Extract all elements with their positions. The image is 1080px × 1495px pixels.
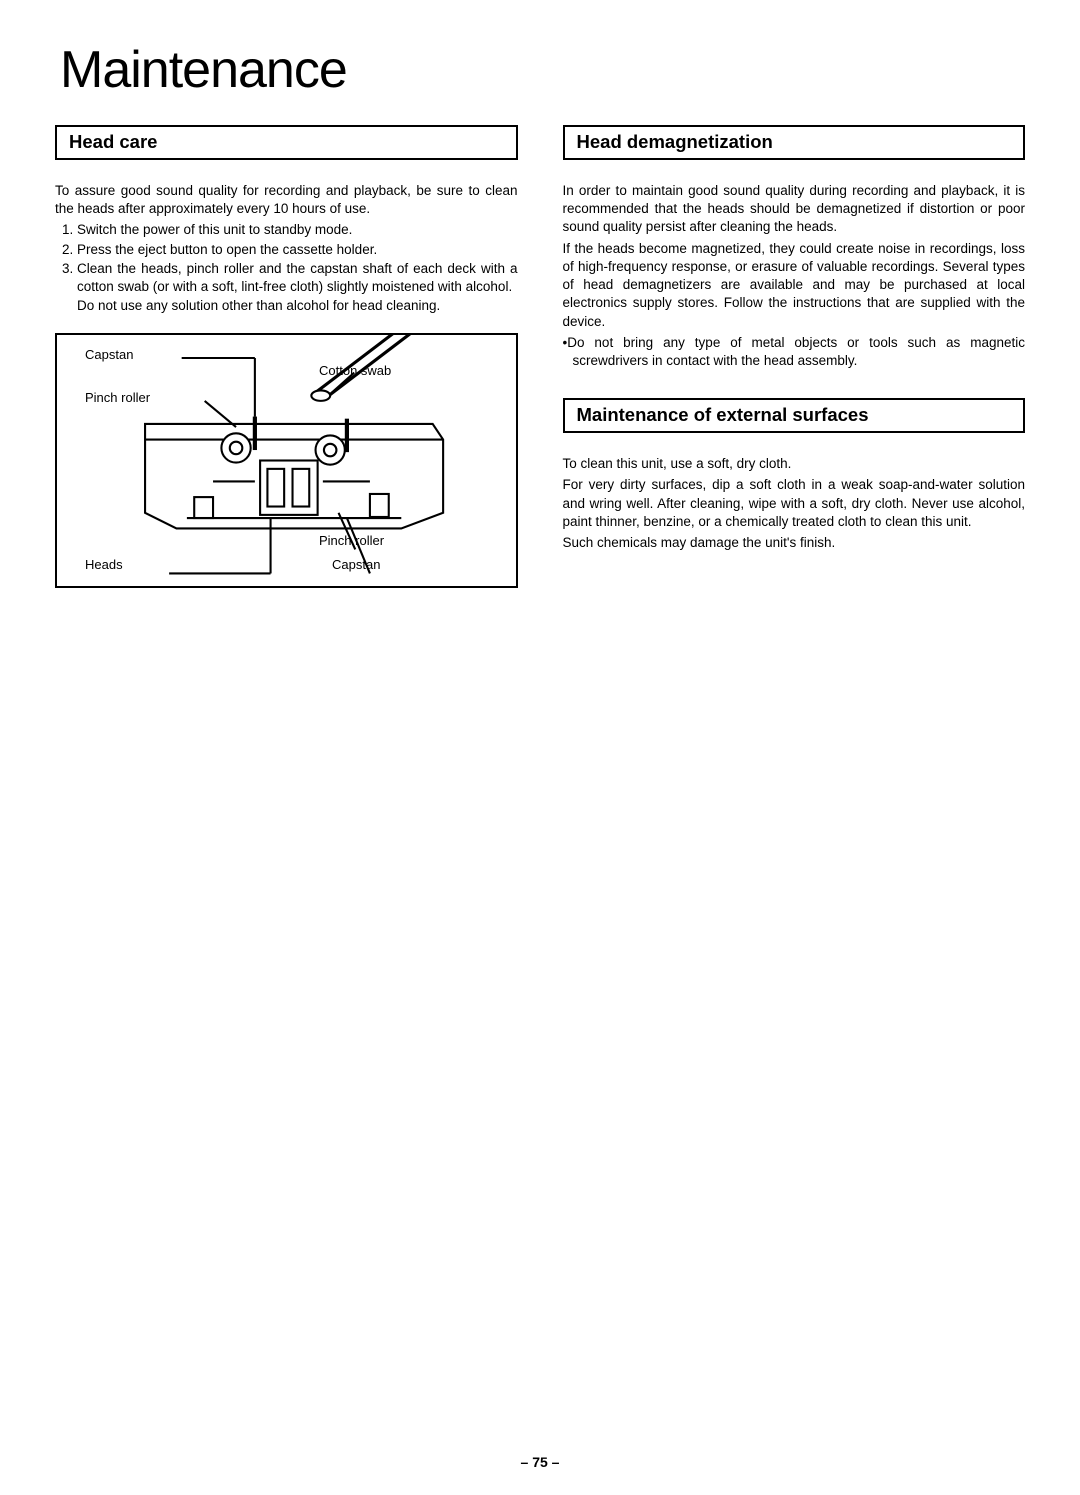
head-care-body: To assure good sound quality for recordi… <box>55 182 518 218</box>
head-care-heading-box: Head care <box>55 125 518 160</box>
surfaces-heading: Maintenance of external surfaces <box>577 404 1012 426</box>
head-care-heading: Head care <box>69 131 504 153</box>
step-3: Clean the heads, pinch roller and the ca… <box>77 260 518 296</box>
demag-heading-box: Head demagnetization <box>563 125 1026 160</box>
demag-heading: Head demagnetization <box>577 131 1012 153</box>
demag-bullet: •Do not bring any type of metal objects … <box>563 334 1026 370</box>
page-title: Maintenance <box>60 40 1025 100</box>
right-column: Head demagnetization In order to maintai… <box>563 125 1026 588</box>
surfaces-p2: For very dirty surfaces, dip a soft clot… <box>563 476 1026 531</box>
two-column-layout: Head care To assure good sound quality f… <box>55 125 1025 588</box>
head-diagram: Capstan Cotton swab Pinch roller Pinch r… <box>55 333 518 588</box>
demag-p2: If the heads become magnetized, they cou… <box>563 240 1026 331</box>
surfaces-p1: To clean this unit, use a soft, dry clot… <box>563 455 1026 473</box>
step-2: Press the eject button to open the casse… <box>77 241 518 259</box>
left-column: Head care To assure good sound quality f… <box>55 125 518 588</box>
page-number: – 75 – <box>0 1454 1080 1470</box>
surfaces-body: To clean this unit, use a soft, dry clot… <box>563 455 1026 552</box>
surfaces-p3: Such chemicals may damage the unit's fin… <box>563 534 1026 552</box>
demag-p1: In order to maintain good sound quality … <box>563 182 1026 237</box>
cassette-head-svg <box>57 335 516 586</box>
head-care-intro: To assure good sound quality for recordi… <box>55 182 518 218</box>
surfaces-heading-box: Maintenance of external surfaces <box>563 398 1026 433</box>
head-care-steps: Switch the power of this unit to standby… <box>55 221 518 296</box>
step-1: Switch the power of this unit to standby… <box>77 221 518 239</box>
head-care-note: Do not use any solution other than alcoh… <box>55 298 518 313</box>
demag-body: In order to maintain good sound quality … <box>563 182 1026 331</box>
